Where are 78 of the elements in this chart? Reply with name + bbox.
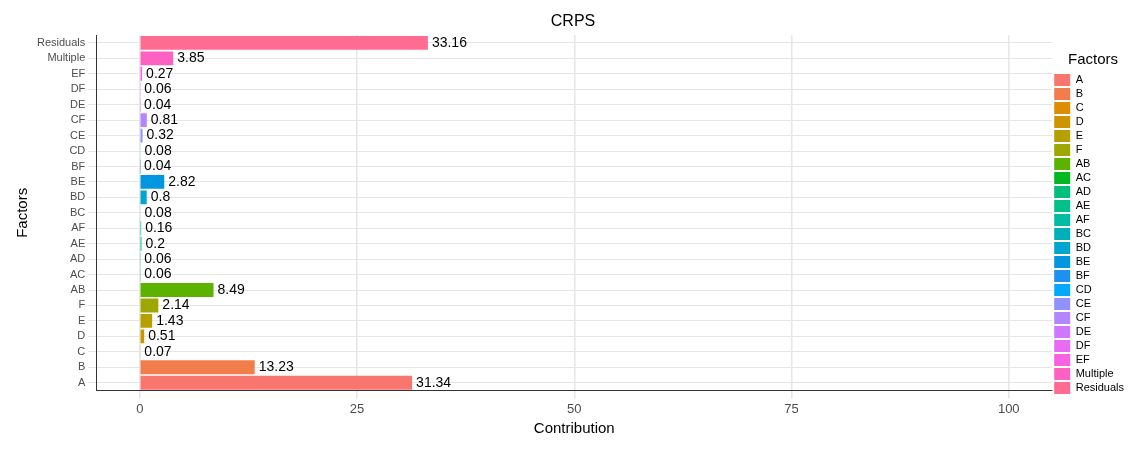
x-tick-label: 25	[349, 400, 365, 416]
y-tick-label: AC	[70, 267, 86, 280]
y-tick-label: C	[77, 344, 86, 357]
x-tick-label: 50	[567, 400, 582, 416]
legend-label: D	[1075, 115, 1084, 128]
data-label: 0.32	[146, 126, 174, 143]
y-tick-label: A	[77, 375, 86, 388]
legend-label: BE	[1075, 255, 1091, 268]
legend-label: DE	[1075, 325, 1091, 338]
legend-label: BD	[1075, 241, 1092, 254]
data-label: 0.2	[145, 234, 166, 251]
legend-label: CF	[1075, 311, 1091, 324]
data-label: 0.06	[144, 265, 172, 282]
data-label: 33.16	[431, 33, 468, 50]
data-label: 1.43	[156, 311, 184, 328]
legend-label: DF	[1075, 339, 1091, 352]
legend-label: A	[1075, 73, 1084, 86]
data-label: 0.08	[144, 141, 172, 158]
data-label: 13.23	[258, 358, 294, 375]
x-tick-label: 75	[784, 400, 799, 416]
legend-label: C	[1075, 101, 1084, 114]
y-tick-label: BF	[71, 159, 86, 172]
legend-label: AC	[1075, 171, 1092, 184]
data-label: 0.06	[144, 80, 172, 97]
data-label: 8.49	[217, 280, 245, 297]
x-tick-label: 100	[997, 400, 1020, 416]
y-tick-label: BE	[70, 174, 86, 187]
data-label: 0.04	[144, 95, 172, 112]
legend-label: AF	[1075, 213, 1091, 226]
legend-label: AB	[1075, 157, 1091, 170]
data-label: 0.16	[145, 219, 173, 236]
y-tick-label: Residuals	[36, 35, 86, 48]
legend-label: E	[1075, 129, 1084, 142]
legend-label: BC	[1075, 227, 1092, 240]
y-tick-label: CF	[70, 113, 86, 126]
legend-label: Residuals	[1075, 381, 1125, 394]
legend-label: Multiple	[1075, 367, 1114, 380]
chart-title: CRPS	[550, 12, 596, 30]
y-tick-label: F	[78, 298, 86, 311]
legend-label: CD	[1075, 283, 1092, 296]
y-tick-label: AF	[71, 221, 86, 234]
y-tick-label: CE	[70, 128, 86, 141]
data-label: 2.14	[162, 296, 190, 313]
legend-title: Factors	[1068, 49, 1119, 67]
y-tick-label: CD	[69, 144, 86, 157]
y-tick-label: AD	[70, 252, 86, 265]
legend-label: B	[1075, 87, 1084, 100]
y-tick-label: DE	[70, 97, 86, 110]
y-tick-label: DF	[70, 82, 86, 95]
y-axis-title: Factors	[13, 187, 31, 238]
y-tick-label: D	[77, 329, 86, 342]
legend-label: BF	[1075, 269, 1091, 282]
data-label: 0.07	[144, 342, 172, 359]
data-label: 0.27	[146, 64, 174, 81]
x-axis-title: Contribution	[533, 419, 615, 437]
data-label: 0.8	[150, 188, 171, 205]
y-tick-label: AE	[70, 236, 86, 249]
data-label: 31.34	[416, 373, 452, 390]
data-label: 3.85	[177, 49, 205, 66]
y-tick-label: BC	[70, 205, 86, 218]
legend-label: F	[1075, 143, 1083, 156]
data-label: 2.82	[168, 172, 196, 189]
data-label: 0.81	[150, 111, 179, 127]
data-label: 0.06	[144, 249, 172, 266]
legend-label: CE	[1075, 297, 1091, 310]
x-tick-label: 0	[136, 400, 144, 416]
y-tick-label: E	[77, 313, 86, 326]
y-tick-label: AB	[70, 283, 86, 296]
legend-label: EF	[1075, 353, 1091, 366]
y-tick-label: Multiple	[47, 51, 86, 64]
y-tick-label: BD	[70, 190, 86, 203]
data-label: 0.04	[144, 157, 172, 174]
data-label: 0.51	[148, 327, 176, 344]
data-label: 0.08	[144, 203, 172, 220]
y-tick-label: B	[77, 360, 86, 373]
legend-label: AE	[1075, 199, 1091, 212]
legend-label: AD	[1075, 185, 1092, 198]
y-tick-label: EF	[71, 66, 86, 79]
